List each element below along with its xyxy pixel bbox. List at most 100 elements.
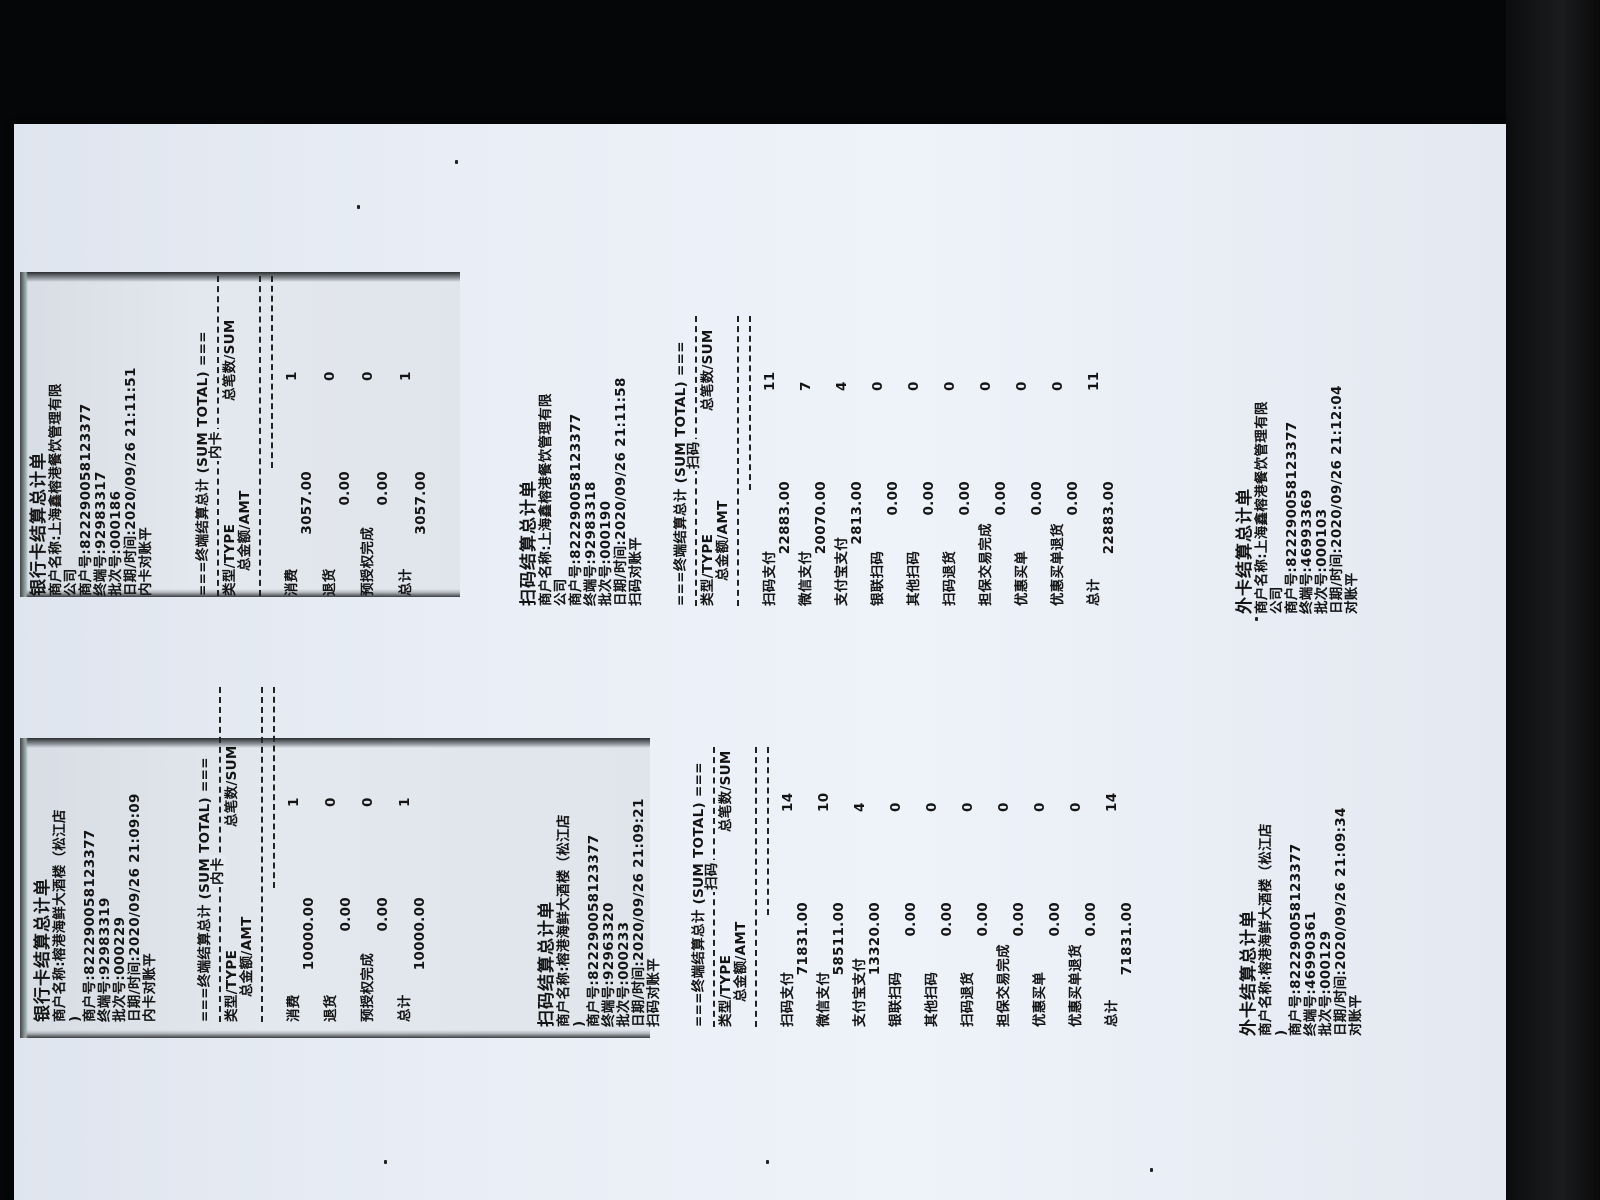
item-row: 支付宝支付 4 (834, 316, 850, 606)
item-row: 扫码退货 0 (942, 316, 958, 606)
receipt-header-line: 日期/时间:2020/09/26 21:09:34 (1333, 807, 1349, 1036)
receipt-header-line: 商户号:822290058123377 (78, 403, 94, 597)
item-amount: 22883.00 (1101, 481, 1117, 555)
item-amount: 0.00 (957, 481, 973, 516)
item-name: 预授权完成 (360, 527, 376, 596)
receipt-header-line: 商户名称:榕港海鲜大酒楼（松江店 (1258, 823, 1274, 1036)
receipt-bank-card-2: 银行卡结算总计单 商户名称:榕港海鲜大酒楼（松江店) 商户号:82229005812… (33, 687, 435, 1023)
receipt-header-line: 日期/时间:2020/09/26 21:09:21 (631, 798, 647, 1027)
receipt-header-line: 商户名称:上海鑫榕港餐饮管理有限 (1254, 401, 1270, 614)
item-row: 扫码退货 0 (960, 747, 976, 1027)
item-name: 微信支付 (798, 550, 814, 606)
receipt-header-line: 批次号:000233 (616, 921, 632, 1027)
item-name: 微信支付 (816, 971, 832, 1027)
item-name: 优惠买单退货 (1068, 944, 1084, 1027)
speck (766, 1160, 769, 1164)
col-type: 类型/TYPE (718, 954, 734, 1027)
speck (455, 160, 458, 164)
receipt-foreign-card-1: 外卡结算总计单 商户名称:上海鑫榕港餐饮管理有限 公司 商户号:82229005812… (1235, 324, 1360, 614)
item-row: 总计 1 (397, 687, 413, 1022)
col-type: 类型/TYPE (700, 533, 716, 606)
receipt-header-line: 商户号:822290058123377 (82, 829, 98, 1023)
item-amount: 0.00 (1047, 902, 1063, 937)
item-count: 11 (762, 371, 778, 391)
item-amount-row: 2813.00 (849, 316, 865, 606)
receipt-scan-code-1: 扫码结算总计单 商户名称:上海鑫榕港餐饮管理有限 公司 商户号:82229005812… (519, 316, 1123, 606)
receipt-header-line: ) (67, 1015, 83, 1022)
receipt-header-line: 终端号:46990361 (1303, 911, 1319, 1036)
column-header: 类型/TYPE 总笔数/SUM (700, 316, 716, 606)
item-count: 0 (1032, 802, 1048, 812)
item-amount-row: 3057.00 (413, 276, 429, 596)
item-count: 0 (888, 802, 904, 812)
spacer (644, 316, 674, 606)
item-count: 0 (1014, 381, 1030, 391)
item-amount: 0.00 (1011, 902, 1027, 937)
item-name: 消费 (284, 568, 300, 596)
item-name: 支付宝支付 (834, 537, 850, 606)
item-amount-row: 0.00 (375, 276, 391, 596)
item-amount-row: 0.00 (338, 687, 354, 1022)
divider (761, 747, 773, 1027)
item-row: 预授权完成 0 (360, 276, 376, 596)
item-name: 担保交易完成 (978, 523, 994, 606)
receipt-title: 扫码结算总计单 (537, 901, 557, 1027)
item-amount-row: 0.00 (993, 316, 1009, 606)
item-amount-row: 20070.00 (813, 316, 829, 606)
item-amount-row: 22883.00 (1101, 316, 1117, 606)
item-amount: 0.00 (338, 897, 354, 932)
item-name: 消费 (286, 994, 302, 1022)
item-amount-row: 0.00 (939, 747, 955, 1027)
receipt-header-line: 商户号:822290058123377 (1288, 843, 1304, 1037)
item-count: 4 (834, 381, 850, 391)
item-row: 微信支付 10 (816, 747, 832, 1027)
item-amount-row: 3057.00 (299, 276, 315, 596)
receipt-bank-card-1: 银行卡结算总计单 商户名称:上海鑫榕港餐饮管理有限 公司 商户号:8222900581… (29, 276, 437, 597)
item-count: 11 (1086, 371, 1102, 391)
sub-label: 内卡 (210, 855, 226, 887)
item-amount-row: 0.00 (957, 316, 973, 606)
receipt-header-line: 商户号:822290058123377 (586, 834, 602, 1028)
item-amount-row: 0.00 (375, 687, 391, 1022)
item-count: 0 (1050, 381, 1066, 391)
column-header: 类型/TYPE 总笔数/SUM (222, 276, 238, 596)
item-name: 担保交易完成 (996, 944, 1012, 1027)
column-header-amt: 总金额/AMT (733, 747, 749, 1027)
item-amount: 20070.00 (813, 481, 829, 555)
item-count: 0 (360, 371, 376, 381)
receipt-foreign-card-2: 外卡结算总计单 商户名称:榕港海鲜大酒楼（松江店) 商户号:822290058123… (1239, 751, 1364, 1037)
item-count: 4 (852, 802, 868, 812)
item-amount: 58511.00 (831, 902, 847, 976)
column-header-amt: 总金额/AMT (239, 687, 255, 1022)
receipt-header-line: 对账平 (1344, 572, 1360, 614)
item-name: 总计 (397, 994, 413, 1022)
col-amt: 总金额/AMT (237, 490, 253, 571)
sub-label: 内卡 (208, 429, 224, 461)
receipt-header-line: 批次号:000186 (108, 490, 124, 596)
receipt-header-line: 日期/时间:2020/09/26 21:11:58 (613, 377, 629, 606)
receipt-header-line: 批次号:000190 (598, 500, 614, 606)
item-amount-row: 10000.00 (412, 687, 428, 1022)
item-amount-row: 0.00 (1011, 747, 1027, 1027)
item-name: 优惠买单 (1014, 550, 1030, 606)
item-count: 7 (798, 381, 814, 391)
item-name: 总计 (1086, 578, 1102, 606)
item-row: 银联扫码 0 (870, 316, 886, 606)
item-count: 0 (1068, 802, 1084, 812)
col-sum: 总笔数/SUM (718, 750, 734, 832)
item-count: 14 (1104, 792, 1120, 812)
col-sum: 总笔数/SUM (700, 329, 716, 411)
item-amount-row: 71831.00 (1119, 747, 1135, 1027)
item-amount: 0.00 (921, 481, 937, 516)
receipt-header-line: 商户名称:上海鑫榕港餐饮管理有限 (48, 383, 64, 596)
receipt-header-line: ) (571, 1020, 587, 1027)
col-amt: 总金额/AMT (733, 921, 749, 1002)
item-amount: 0.00 (1029, 481, 1045, 516)
spacer (158, 687, 198, 1022)
item-amount-row: 0.00 (1047, 747, 1063, 1027)
item-amount-row: 71831.00 (795, 747, 811, 1027)
item-amount: 0.00 (1083, 902, 1099, 937)
receipt-header-line: ) (1273, 1029, 1289, 1036)
receipt-slip-bank-card-1 (20, 272, 460, 597)
item-amount: 10000.00 (301, 897, 317, 971)
